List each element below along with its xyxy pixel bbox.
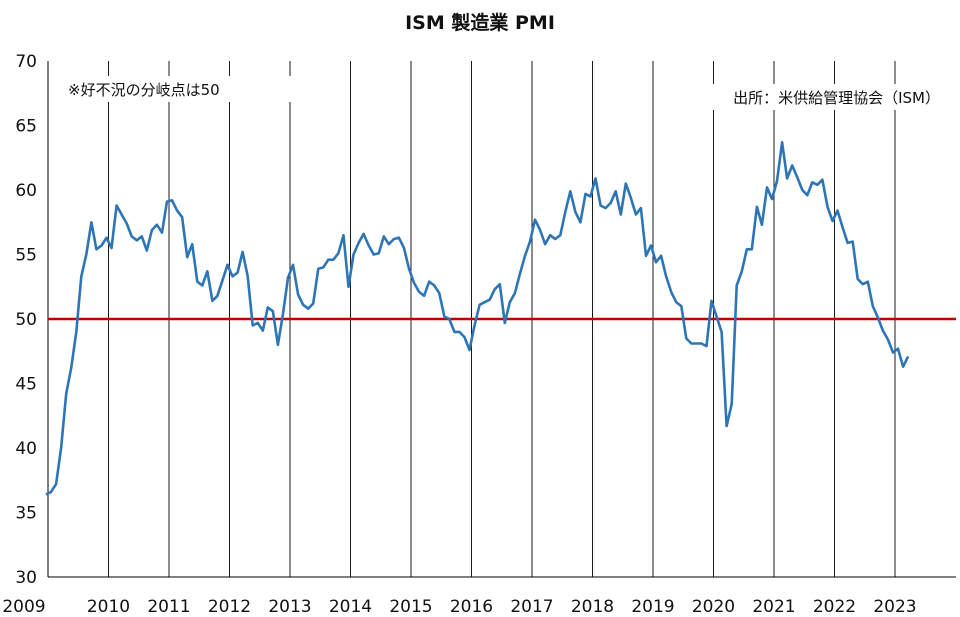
x-tick-label: 2009 [2,597,45,617]
x-tick-label: 2020 [692,597,735,617]
x-tick-label: 2013 [268,597,311,617]
x-tick-label: 2022 [813,597,856,617]
note-left-bg [60,76,300,102]
x-tick-label: 2015 [389,597,432,617]
pmi-series-line [45,141,910,496]
y-tick-label: 50 [15,310,37,330]
x-tick-label: 2023 [873,597,916,617]
note-right-bg [670,84,950,110]
y-tick-label: 40 [15,439,37,459]
x-tick-label: 2018 [571,597,614,617]
y-tick-label: 35 [15,504,37,524]
y-tick-label: 60 [15,181,37,201]
x-axis-tick-labels: 2009 2010 2011 2012 2013 2014 2015 2016 2017 2018… [2,597,916,617]
x-tick-label: 2021 [752,597,795,617]
y-tick-label: 70 [15,52,37,72]
y-tick-label: 30 [15,568,37,588]
chart-title: ISM 製造業 PMI [405,11,555,34]
y-tick-label: 55 [15,246,37,266]
x-tick-label: 2014 [329,597,372,617]
x-tick-label: 2016 [450,597,493,617]
y-axis-tick-labels: 30 35 40 45 50 55 60 65 70 [15,52,37,588]
x-tick-label: 2017 [510,597,553,617]
x-tick-label: 2012 [208,597,251,617]
note-source: 出所：米供給管理協会（ISM） [733,89,940,107]
x-tick-label: 2011 [147,597,190,617]
y-tick-label: 65 [15,117,37,137]
x-tick-label: 2019 [631,597,674,617]
y-tick-label: 45 [15,375,37,395]
x-tick-label: 2010 [87,597,130,617]
note-threshold: ※好不況の分岐点は50 [68,81,220,99]
